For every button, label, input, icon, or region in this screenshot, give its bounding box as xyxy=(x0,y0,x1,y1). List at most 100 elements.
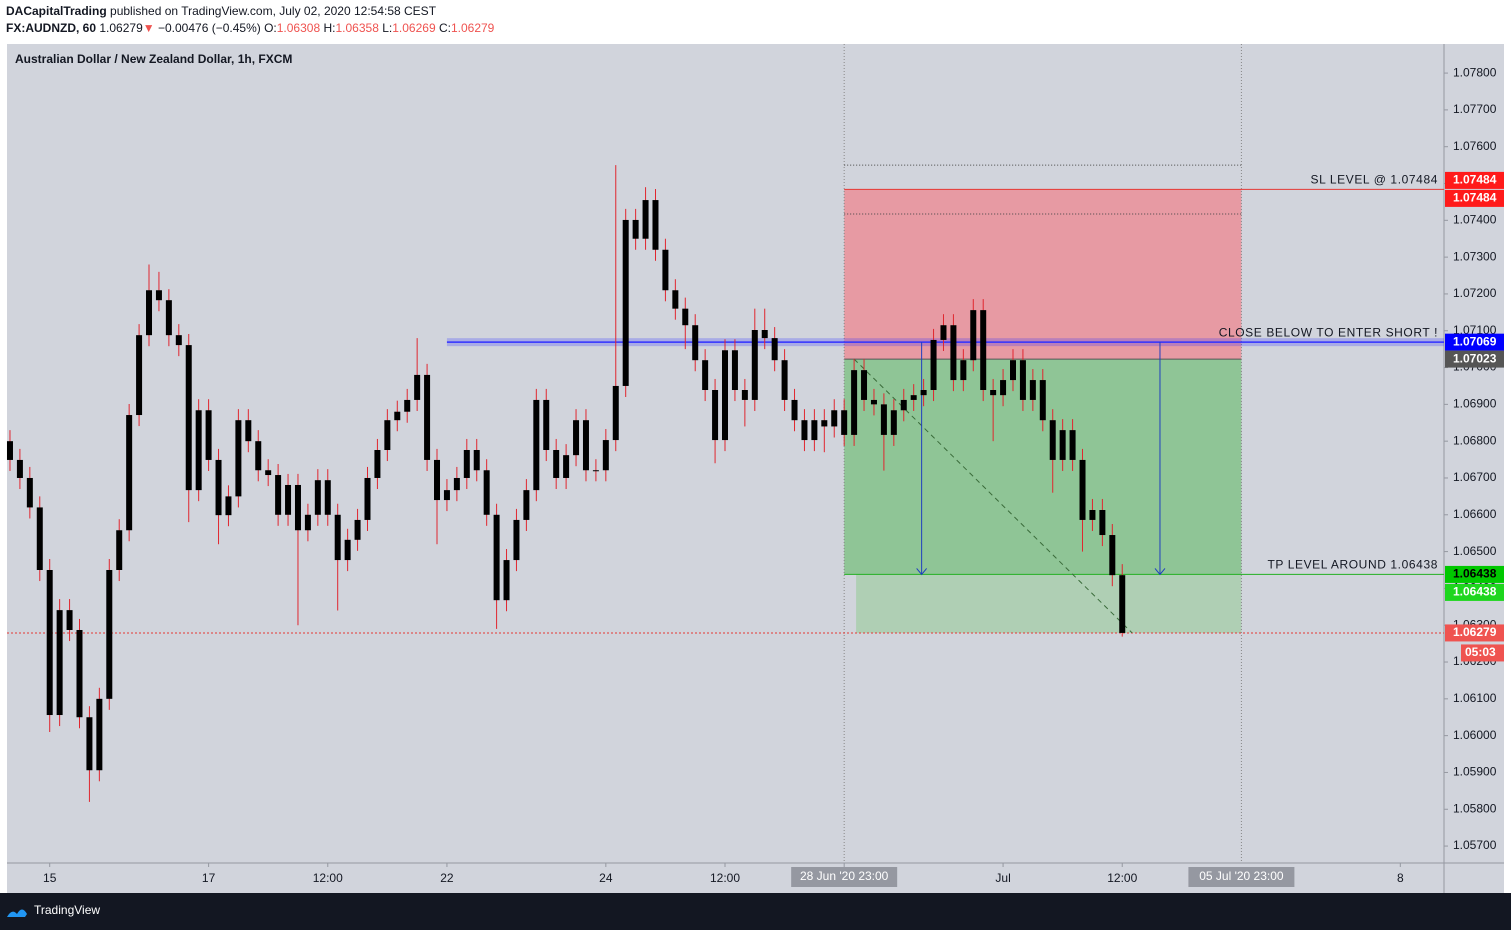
candle-body xyxy=(414,374,421,400)
y-tick-label: 1.06700 xyxy=(1453,470,1497,484)
candle-body xyxy=(26,477,33,508)
brand[interactable]: TradingView xyxy=(34,903,100,917)
candle-body xyxy=(136,335,143,416)
candle-body xyxy=(155,290,162,301)
candle-body xyxy=(1059,430,1066,460)
candle-body xyxy=(1099,510,1106,536)
candle-body xyxy=(106,570,113,699)
candle-body xyxy=(1049,420,1056,460)
candle-body xyxy=(265,470,272,476)
logo xyxy=(7,909,27,917)
candle-body xyxy=(46,570,53,716)
x-tick-label: 12:00 xyxy=(313,871,343,885)
candle-body xyxy=(16,459,23,478)
candle-body xyxy=(165,300,172,336)
candle-body xyxy=(980,310,987,391)
candle-body xyxy=(1079,459,1086,520)
candle-body xyxy=(443,490,450,501)
candle-body xyxy=(146,290,153,336)
candle-body xyxy=(56,610,63,716)
arrow xyxy=(1154,342,1166,576)
candle-body xyxy=(1019,360,1026,400)
price-tag xyxy=(1445,565,1504,583)
x-tick-label: 22 xyxy=(440,871,454,885)
ohlc-o-key: O: xyxy=(264,21,277,35)
footer-bg xyxy=(0,893,1511,930)
ohlc-c-key: C: xyxy=(439,21,451,35)
candle-body xyxy=(513,519,520,561)
header-line-1: DACapitalTrading published on TradingVie… xyxy=(6,4,437,18)
ohlc-l-key: L: xyxy=(382,21,392,35)
candle-body xyxy=(563,455,570,478)
candle-body xyxy=(890,410,897,435)
candle-body xyxy=(374,450,381,478)
candle-body xyxy=(116,530,123,571)
candle-body xyxy=(36,507,43,571)
y-tick-label: 1.06100 xyxy=(1453,691,1497,705)
price-tag xyxy=(1445,333,1504,351)
candle-body xyxy=(910,395,917,400)
candle-body xyxy=(861,370,868,400)
candle-body xyxy=(235,420,242,497)
candle-body xyxy=(424,374,431,460)
candle-body xyxy=(612,385,619,441)
symbol: FX:AUDNZD, 60 xyxy=(6,21,96,35)
header-bg xyxy=(0,0,1511,44)
x-tick-label: 17 xyxy=(202,871,216,885)
published: published on TradingView.com, July 02, 2… xyxy=(110,4,437,18)
candle-body xyxy=(622,219,629,386)
candle-body xyxy=(712,390,719,441)
candle-body xyxy=(1119,575,1126,633)
level-label: CLOSE BELOW TO ENTER SHORT ! xyxy=(1219,325,1438,339)
y-tick-label: 1.06600 xyxy=(1453,507,1497,521)
candle-body xyxy=(1109,535,1116,576)
candle-body xyxy=(533,399,540,491)
candle-body xyxy=(920,390,927,396)
candle-body xyxy=(870,399,877,405)
ohlc-h-key: H: xyxy=(323,21,335,35)
candle-body xyxy=(900,399,907,411)
candle-body xyxy=(314,480,321,515)
price-tag xyxy=(1445,624,1504,642)
candle-body xyxy=(493,514,500,601)
candle-body xyxy=(463,450,470,478)
candle-body xyxy=(960,360,967,381)
candle-body xyxy=(304,514,311,531)
price-tag-label: 1.07484 xyxy=(1453,191,1497,205)
candle-body xyxy=(880,404,887,435)
candle-body xyxy=(76,629,83,718)
candle-body xyxy=(1069,430,1076,460)
candle-body xyxy=(940,325,947,340)
trend-line xyxy=(853,358,1133,634)
countdown-bg xyxy=(1461,644,1504,662)
candle-body xyxy=(841,410,848,435)
y-tick-label: 1.06900 xyxy=(1453,397,1497,411)
x-tick-label: 24 xyxy=(599,871,613,885)
level-label: SL LEVEL @ 1.07484 xyxy=(1310,173,1438,187)
ohlc-h: 1.06358 xyxy=(335,21,379,35)
candle-body xyxy=(1039,380,1046,421)
y-tick-label: 1.06000 xyxy=(1453,728,1497,742)
candle-body xyxy=(1029,380,1036,400)
pending-zone xyxy=(856,574,1242,633)
arrow: ▼ xyxy=(143,21,155,35)
loss-zone xyxy=(844,189,1242,360)
price-tag xyxy=(1445,350,1504,368)
ohlc-o: 1.06308 xyxy=(277,21,321,35)
candle-body xyxy=(543,399,550,451)
price-tag xyxy=(1445,171,1504,189)
x-tick-label: 12:00 xyxy=(710,871,740,885)
candle-body xyxy=(731,350,738,391)
candle-body xyxy=(811,420,818,441)
x-tick-label: 15 xyxy=(43,871,57,885)
candle-body xyxy=(831,410,838,427)
y-tick-label: 1.06800 xyxy=(1453,433,1497,447)
candle-body xyxy=(185,345,192,491)
y-tick-label: 1.07800 xyxy=(1453,65,1497,79)
candle-body xyxy=(294,484,301,531)
candle-body xyxy=(702,360,709,391)
candle-body xyxy=(384,420,391,451)
candle-body xyxy=(275,475,282,515)
candle-body xyxy=(821,420,828,427)
